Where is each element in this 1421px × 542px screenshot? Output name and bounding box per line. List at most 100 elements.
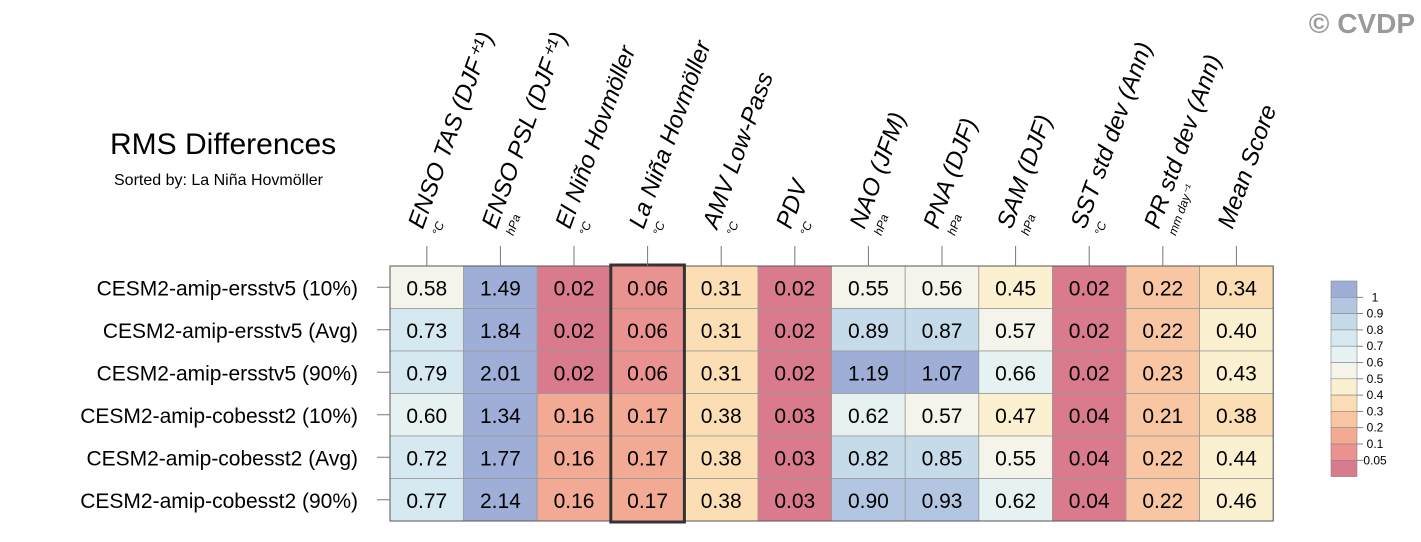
heatmap-cell — [389, 308, 464, 352]
colorbar-label: 0.05 — [1363, 453, 1387, 467]
heatmap-cell — [904, 478, 980, 522]
cell-value-label: 0.38 — [1216, 405, 1257, 428]
cell-value-label: 0.22 — [1142, 447, 1183, 470]
cell-value-label: 0.77 — [406, 490, 447, 513]
colorbar-swatch — [1330, 362, 1358, 380]
cell-value-label: 0.60 — [406, 405, 447, 428]
heatmap-cell — [757, 350, 832, 394]
cell-value-label: 0.02 — [554, 362, 595, 385]
cell-value-label: 0.17 — [627, 405, 668, 428]
cell-value-label: 0.02 — [774, 277, 815, 300]
cell-value-label: 0.47 — [995, 405, 1036, 428]
heatmap-cell — [1052, 435, 1127, 479]
cell-value-label: 0.40 — [1216, 320, 1257, 343]
cell-value-label: 0.31 — [701, 320, 742, 343]
cell-value-label: 0.17 — [627, 447, 668, 470]
colorbar-swatch — [1330, 345, 1358, 363]
heatmap-cell — [389, 350, 464, 394]
column-header-nao-jfm: NAO (JFM)hPa — [845, 109, 912, 237]
colorbar-label: 0.7 — [1367, 339, 1384, 353]
colorbar-label: 0.2 — [1367, 421, 1384, 435]
row-label: CESM2-amip-ersstv5 (90%) — [97, 362, 358, 385]
cell-value-label: 0.17 — [627, 490, 668, 513]
cell-value-label: 0.57 — [922, 405, 963, 428]
column-unit: °C — [797, 219, 815, 237]
colorbar-label: 0.8 — [1367, 323, 1384, 337]
heatmap-cell — [1052, 350, 1127, 394]
column-label: Mean Score — [1213, 101, 1283, 232]
column-label: La Niña Hovmöller — [624, 36, 717, 232]
cell-value-label: 0.02 — [554, 277, 595, 300]
cell-value-label: 0.43 — [1216, 362, 1257, 385]
heatmap-cell — [1125, 393, 1200, 437]
heatmap-cell — [1052, 393, 1127, 437]
cell-value-label: 0.21 — [1142, 405, 1183, 428]
colorbar-swatch — [1330, 443, 1358, 461]
cell-value-label: 0.87 — [922, 320, 963, 343]
heatmap-cell — [389, 478, 464, 522]
heatmap-cell — [1125, 478, 1200, 522]
chart-title: RMS Differences — [110, 128, 337, 161]
heatmap-cell — [1052, 478, 1127, 522]
grid-frame — [389, 265, 1274, 522]
cell-value-label: 0.04 — [1069, 490, 1110, 513]
cell-value-label: 0.85 — [922, 447, 963, 470]
heatmap-cell — [757, 308, 832, 352]
column-header-pdv: PDV°C — [771, 175, 815, 238]
cell-value-label: 1.19 — [848, 362, 889, 385]
colorbar-swatch — [1330, 280, 1358, 298]
cell-value-label: 0.44 — [1216, 447, 1257, 470]
cell-value-label: 0.58 — [406, 277, 447, 300]
row-label: CESM2-amip-cobesst2 (10%) — [80, 405, 358, 428]
cell-value-label: 0.34 — [1216, 277, 1257, 300]
heatmap-cell — [1199, 350, 1274, 394]
colorbar-swatch — [1330, 411, 1358, 428]
cell-value-label: 0.02 — [1069, 362, 1110, 385]
cell-value-label: 0.62 — [848, 405, 889, 428]
cell-value-label: 0.22 — [1142, 490, 1183, 513]
cell-value-label: 0.04 — [1069, 447, 1110, 470]
heatmap-cell — [978, 478, 1053, 522]
column-unit: hPa — [871, 212, 892, 237]
column-header-mean-score: Mean Score — [1213, 101, 1283, 232]
cell-value-label: 2.14 — [480, 490, 521, 513]
copyright-watermark: © CVDP — [1308, 8, 1415, 39]
cell-value-label: 0.55 — [995, 447, 1036, 470]
heatmap-cell — [1199, 435, 1274, 479]
heatmap-cell — [831, 393, 906, 437]
cell-value-label: 0.02 — [1069, 277, 1110, 300]
cell-value-label: 0.82 — [848, 447, 889, 470]
cell-value-label: 0.16 — [554, 405, 595, 428]
cell-value-label: 0.06 — [627, 320, 668, 343]
cell-value-label: 0.46 — [1216, 490, 1257, 513]
heatmap-cell — [1125, 308, 1200, 352]
cell-value-label: 0.66 — [995, 362, 1036, 385]
cell-value-label: 1.84 — [480, 320, 521, 343]
heatmap-cell — [757, 478, 832, 522]
heatmap-cell — [904, 435, 980, 479]
heatmap-cell — [463, 478, 538, 522]
cell-value-label: 0.03 — [774, 447, 815, 470]
cell-value-label: 0.38 — [701, 447, 742, 470]
heatmap-cell — [536, 393, 612, 437]
cell-value-label: 0.06 — [627, 277, 668, 300]
cell-value-label: 0.16 — [554, 447, 595, 470]
heatmap-cell — [757, 435, 832, 479]
column-unit: hPa — [945, 212, 966, 237]
column-label: El Niño Hovmöller — [550, 41, 641, 232]
colorbar-swatch — [1330, 313, 1358, 331]
colorbar-label: 0.9 — [1367, 307, 1384, 321]
cell-value-label: 0.90 — [848, 490, 889, 513]
cell-value-label: 0.22 — [1142, 320, 1183, 343]
heatmap-cell — [610, 478, 685, 522]
heatmap-cell — [978, 350, 1053, 394]
heatmap-cell — [904, 265, 980, 309]
cell-value-label: 0.02 — [774, 320, 815, 343]
colorbar-label: 1 — [1372, 290, 1379, 304]
cell-value-label: 0.31 — [701, 277, 742, 300]
cell-value-label: 0.73 — [406, 320, 447, 343]
cell-value-label: 1.49 — [480, 277, 521, 300]
cell-value-label: 0.56 — [922, 277, 963, 300]
colorbar-label: 0.5 — [1367, 372, 1384, 386]
